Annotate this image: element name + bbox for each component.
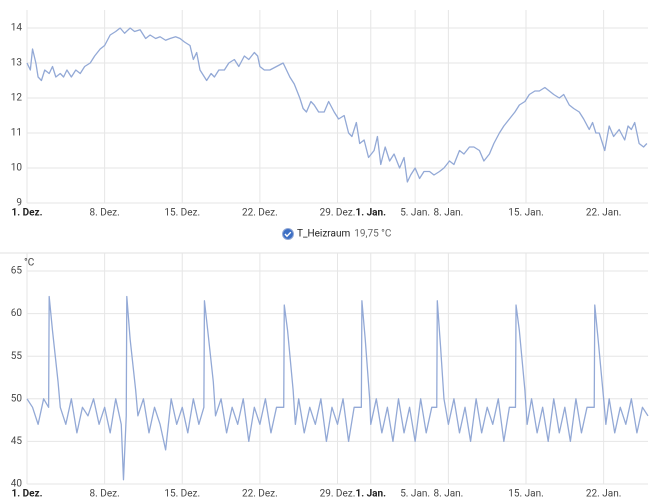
- legend-check: [282, 228, 294, 240]
- legend-value: 19,75 °C: [354, 229, 392, 240]
- x-tick-label: 8. Dez.: [90, 489, 120, 500]
- x-tick-label: 1. Jan.: [355, 208, 386, 219]
- x-tick-label: 1. Dez.: [11, 208, 42, 219]
- x-tick-label: 15. Jan.: [508, 208, 543, 219]
- y-tick-label: 40: [11, 479, 23, 490]
- x-tick-label: 22. Dez.: [242, 208, 278, 219]
- y-tick-label: 13: [11, 58, 22, 69]
- y-tick-label: 14: [11, 23, 23, 34]
- legend-item[interactable]: T_Heizraum 19,75 °C: [282, 228, 392, 240]
- y-tick-label: 12: [11, 93, 23, 104]
- y-tick-label: 45: [11, 436, 23, 447]
- x-tick-label: 8. Jan.: [433, 208, 463, 219]
- x-tick-label: 5. Jan.: [400, 208, 430, 219]
- y-tick-label: 50: [11, 393, 23, 404]
- y-tick-label: 11: [11, 128, 22, 139]
- series-line: [26, 295, 649, 481]
- x-tick-label: 15. Dez.: [164, 208, 200, 219]
- x-tick-label: 22. Jan.: [586, 489, 621, 500]
- y-tick-label: 55: [11, 351, 23, 362]
- x-tick-label: 8. Jan.: [433, 489, 463, 500]
- y-tick-label: 60: [11, 308, 23, 319]
- y-tick-label: 65: [11, 266, 23, 277]
- x-tick-label: 1. Jan.: [355, 489, 386, 500]
- x-tick-label: 22. Dez.: [242, 489, 278, 500]
- x-tick-label: 22. Jan.: [586, 208, 621, 219]
- x-tick-label: 15. Jan.: [508, 489, 543, 500]
- x-tick-label: 1. Dez.: [11, 489, 42, 500]
- legend-check-mark: [284, 231, 292, 238]
- y-axis-label: °C: [24, 258, 35, 269]
- y-tick-label: 10: [11, 163, 23, 174]
- x-tick-label: 29. Dez.: [320, 489, 356, 500]
- x-tick-label: 8. Dez.: [90, 208, 120, 219]
- series-line: [26, 27, 648, 183]
- x-tick-label: 29. Dez.: [320, 208, 356, 219]
- x-tick-label: 5. Jan.: [400, 489, 430, 500]
- x-tick-label: 15. Dez.: [164, 489, 200, 500]
- y-tick-label: 9: [16, 198, 22, 209]
- legend-name: T_Heizraum: [297, 229, 350, 240]
